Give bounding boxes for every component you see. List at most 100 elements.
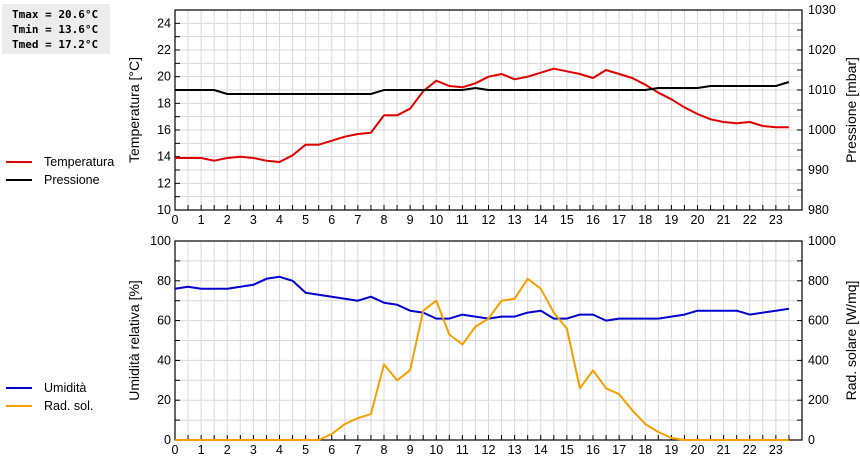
legend-item-pressione: Pressione [6, 171, 114, 189]
series-temperaturaline [175, 67, 789, 163]
svg-text:16: 16 [586, 213, 600, 227]
temperature-pressure-chart: 0 1 2 3 4 5 6 7 8 9 10 11 12 13 14 15 16 17 18 19 20 21 22 2310… [126, 3, 859, 227]
svg-text:8: 8 [381, 443, 388, 457]
svg-text:16: 16 [157, 123, 171, 137]
svg-text:0: 0 [164, 433, 171, 447]
svg-text:18: 18 [638, 213, 652, 227]
series-rad-sol-line [175, 277, 789, 441]
svg-text:19: 19 [664, 443, 678, 457]
y-axis-left: 10 12 14 16 18 20 22 24 Temperatura [°C] [126, 9, 180, 217]
svg-text:18: 18 [157, 96, 171, 110]
svg-text:40: 40 [157, 353, 171, 367]
svg-text:Rad. solare [W/mq]: Rad. solare [W/mq] [843, 281, 859, 401]
legend-top-chart: Temperatura Pressione [6, 153, 114, 189]
svg-text:2: 2 [224, 443, 231, 457]
svg-text:12: 12 [482, 443, 496, 457]
svg-text:5: 5 [302, 213, 309, 227]
legend-label: Rad. sol. [44, 399, 94, 413]
svg-text:12: 12 [482, 213, 496, 227]
legend-label: Umidità [44, 381, 87, 395]
svg-text:15: 15 [560, 213, 574, 227]
svg-text:1020: 1020 [808, 43, 836, 57]
svg-text:990: 990 [808, 163, 829, 177]
svg-text:14: 14 [534, 443, 548, 457]
svg-text:17: 17 [612, 443, 626, 457]
svg-text:20: 20 [691, 213, 705, 227]
svg-text:1: 1 [198, 443, 205, 457]
x-axis: 0 1 2 3 4 5 6 7 8 9 10 11 12 13 14 15 16 17 18 19 20 21 22 23 [172, 205, 790, 227]
tmed-label: Tmed = 17.2°C [12, 38, 99, 51]
legend-item-temperatura: Temperatura [6, 153, 114, 171]
svg-text:11: 11 [456, 213, 469, 227]
svg-text:10: 10 [429, 213, 443, 227]
orange-line-swatch-icon [6, 405, 32, 407]
svg-text:20: 20 [157, 70, 171, 84]
svg-text:7: 7 [354, 213, 361, 227]
svg-text:1000: 1000 [808, 123, 836, 137]
svg-text:14: 14 [157, 150, 171, 164]
series-pressioneline [175, 81, 790, 95]
svg-text:19: 19 [664, 213, 678, 227]
svg-text:80: 80 [157, 274, 171, 288]
y-axis-right: 0 200 400 600 800 1000 Rad. solare [W/mq] [797, 234, 859, 447]
svg-text:9: 9 [407, 443, 414, 457]
svg-text:0: 0 [808, 433, 815, 447]
svg-text:0: 0 [172, 213, 179, 227]
legend-item-rad-sol: Rad. sol. [6, 397, 93, 415]
legend-label: Pressione [44, 173, 100, 187]
svg-text:10: 10 [157, 203, 171, 217]
red-line-swatch-icon [6, 161, 32, 163]
tmax-label: Tmax = 20.6°C [12, 8, 99, 21]
svg-text:3: 3 [250, 213, 257, 227]
svg-text:Pressione [mbar]: Pressione [mbar] [843, 57, 859, 163]
svg-text:20: 20 [157, 393, 171, 407]
svg-text:24: 24 [157, 16, 171, 30]
svg-text:3: 3 [250, 443, 257, 457]
x-axis: 0 1 2 3 4 5 6 7 8 9 10 11 12 13 14 15 16 17 18 19 20 21 22 23 [172, 435, 790, 457]
legend-label: Temperatura [44, 155, 115, 169]
svg-text:980: 980 [808, 203, 829, 217]
svg-text:13: 13 [508, 443, 522, 457]
svg-text:21: 21 [717, 443, 731, 457]
svg-text:22: 22 [743, 443, 757, 457]
svg-text:17: 17 [612, 213, 626, 227]
svg-text:400: 400 [808, 353, 829, 367]
svg-text:2: 2 [224, 213, 231, 227]
svg-text:23: 23 [769, 443, 783, 457]
svg-text:1000: 1000 [808, 234, 836, 248]
svg-text:16: 16 [586, 443, 600, 457]
svg-text:22: 22 [743, 213, 757, 227]
svg-text:4: 4 [276, 443, 283, 457]
blue-line-swatch-icon [6, 387, 32, 389]
y-axis-right: 980 990 1000 1010 1020 1030 Pressione [mbar] [797, 3, 859, 217]
svg-text:5: 5 [302, 443, 309, 457]
temperature-stats-box: Tmax = 20.6°C Tmin = 13.6°C Tmed = 17.2°… [2, 4, 110, 54]
svg-text:800: 800 [808, 274, 829, 288]
svg-text:20: 20 [691, 443, 705, 457]
svg-text:6: 6 [328, 443, 335, 457]
svg-text:100: 100 [150, 234, 171, 248]
series-umidit-line [174, 275, 790, 322]
svg-text:1: 1 [198, 213, 205, 227]
svg-text:13: 13 [508, 213, 522, 227]
svg-text:200: 200 [808, 393, 829, 407]
svg-text:14: 14 [534, 213, 548, 227]
svg-text:60: 60 [157, 314, 171, 328]
svg-text:21: 21 [717, 213, 731, 227]
svg-text:7: 7 [354, 443, 361, 457]
svg-text:6: 6 [328, 213, 335, 227]
svg-text:0: 0 [172, 443, 179, 457]
svg-text:10: 10 [429, 443, 443, 457]
svg-text:23: 23 [769, 213, 783, 227]
svg-text:12: 12 [157, 176, 171, 190]
svg-text:22: 22 [157, 43, 171, 57]
grid [175, 9, 802, 210]
svg-text:18: 18 [638, 443, 652, 457]
tmin-label: Tmin = 13.6°C [12, 23, 99, 36]
svg-text:15: 15 [560, 443, 574, 457]
legend-item-umidita: Umidità [6, 379, 93, 397]
humidity-radiation-chart: 0 1 2 3 4 5 6 7 8 9 10 11 12 13 14 15 16 17 18 19 20 21 22 2302… [126, 234, 859, 457]
svg-text:600: 600 [808, 314, 829, 328]
y-axis-left: 0 20 40 60 80 100 Umidità relativa [%] [126, 234, 180, 447]
legend-bottom-chart: Umidità Rad. sol. [6, 379, 93, 415]
